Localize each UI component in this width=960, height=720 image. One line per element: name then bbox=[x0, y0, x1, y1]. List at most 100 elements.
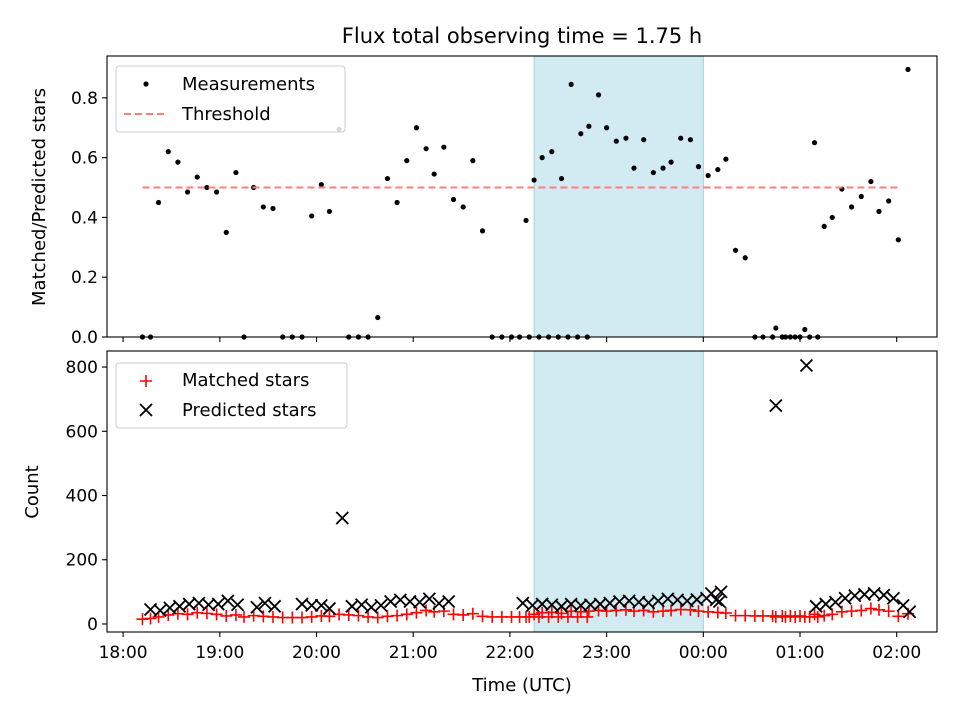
y-tick-label: 800 bbox=[66, 358, 98, 378]
measurement-point bbox=[905, 66, 911, 73]
predicted-stars-point bbox=[413, 595, 427, 609]
measurement-point bbox=[450, 196, 457, 203]
y-tick-label: 0.2 bbox=[71, 268, 98, 288]
measurement-point bbox=[868, 178, 874, 185]
measurement-point bbox=[213, 189, 220, 195]
matched-stars-point bbox=[210, 608, 223, 621]
legend-threshold-label: Threshold bbox=[181, 104, 271, 125]
matched-stars-point bbox=[719, 607, 732, 620]
predicted-stars-point bbox=[322, 601, 337, 616]
measurement-point bbox=[523, 217, 529, 224]
measurement-point bbox=[204, 184, 210, 191]
measurement-point bbox=[723, 156, 729, 162]
count-axis-ticks: 0 200 400 600 800 18:00 19:00 20:00 21:00 22:00 23… bbox=[66, 358, 922, 663]
measurement-point bbox=[687, 137, 694, 143]
measurement-point bbox=[811, 140, 818, 146]
measurement-point bbox=[558, 175, 565, 182]
predicted-stars-point bbox=[153, 603, 167, 618]
matched-stars-point bbox=[144, 612, 157, 625]
ratio-legend-box bbox=[115, 65, 346, 133]
matched-stars-point bbox=[581, 610, 594, 623]
predicted-stars-point bbox=[314, 598, 328, 612]
matched-stars-point bbox=[892, 610, 905, 623]
predicted-stars-point bbox=[709, 593, 723, 607]
y-tick-label: 0.6 bbox=[71, 149, 98, 169]
matched-stars-point bbox=[619, 603, 632, 616]
legend-matched-marker bbox=[140, 375, 152, 387]
predicted-stars-point bbox=[211, 597, 225, 611]
measurement-point bbox=[821, 223, 827, 229]
measurement-point bbox=[631, 165, 637, 171]
matched-stars-point bbox=[237, 610, 250, 623]
matched-stars-point bbox=[864, 602, 877, 615]
matched-stars-point bbox=[528, 608, 541, 621]
ratio-axis-ticks: 0.0 0.2 0.4 0.6 0.8 bbox=[71, 89, 898, 348]
observing-window-span bbox=[533, 55, 704, 338]
matched-stars-point bbox=[457, 608, 470, 621]
matched-stars-point bbox=[200, 607, 213, 620]
count-legend: Matched stars Predicted stars bbox=[115, 362, 348, 429]
x-tick-label: 22:00 bbox=[485, 643, 534, 663]
matched-stars-point bbox=[323, 610, 336, 623]
matched-stars-point bbox=[794, 609, 807, 622]
predicted-stars-point bbox=[355, 598, 369, 612]
matched-stars-point bbox=[400, 608, 413, 621]
count-y-axis-label: Count bbox=[22, 465, 43, 518]
count-axes-frame bbox=[106, 350, 938, 633]
measurement-point bbox=[549, 149, 555, 155]
measurement-point bbox=[660, 165, 666, 171]
y-tick-label: 200 bbox=[66, 551, 98, 571]
matched-stars-point bbox=[520, 610, 533, 623]
measurement-point bbox=[423, 146, 429, 152]
matched-stars-point bbox=[798, 610, 811, 623]
measurement-point bbox=[460, 204, 466, 210]
matched-stars-point bbox=[410, 606, 423, 619]
predicted-stars-point bbox=[305, 598, 319, 612]
predicted-stars-point bbox=[714, 585, 728, 599]
x-tick-label: 21:00 bbox=[389, 643, 438, 663]
matched-stars-point bbox=[229, 608, 242, 621]
matched-stars-point bbox=[220, 609, 233, 622]
ratio-panel: 0.0 0.2 0.4 0.6 0.8 Flux total observing tim… bbox=[29, 24, 938, 348]
observing-window-span bbox=[533, 350, 704, 633]
measurement-point bbox=[578, 131, 584, 137]
x-axis-label: Time (UTC) bbox=[471, 675, 572, 696]
matched-stars-point bbox=[818, 609, 831, 622]
matched-stars-point bbox=[882, 605, 895, 618]
count-legend-box bbox=[115, 362, 348, 429]
measurement-point bbox=[309, 213, 315, 219]
predicted-stars-point bbox=[335, 511, 349, 525]
measurement-point bbox=[413, 125, 420, 131]
predicted-stars-point bbox=[442, 594, 456, 609]
measurement-point bbox=[326, 208, 333, 215]
matched-stars-point bbox=[872, 603, 885, 616]
measurement-point bbox=[858, 193, 864, 200]
measurement-point bbox=[886, 198, 892, 204]
count-panel: 0 200 400 600 800 18:00 19:00 20:00 21:00 22:00 23… bbox=[22, 350, 938, 696]
measurement-point bbox=[668, 159, 674, 165]
matched-stars-point bbox=[555, 607, 568, 620]
y-tick-label: 0.8 bbox=[71, 89, 98, 109]
y-tick-label: 0 bbox=[87, 615, 98, 635]
y-tick-label: 400 bbox=[66, 487, 98, 507]
matched-stars-point bbox=[855, 604, 868, 617]
predicted-stars-point bbox=[250, 600, 264, 614]
matched-stars-point bbox=[371, 611, 384, 624]
measurement-point bbox=[623, 135, 629, 141]
measurement-point bbox=[802, 326, 808, 333]
predicted-stars-point bbox=[258, 596, 272, 610]
measurement-point bbox=[233, 169, 239, 176]
measurement-point bbox=[318, 181, 324, 188]
predicted-stars-point bbox=[221, 594, 235, 608]
measurement-point bbox=[613, 138, 619, 144]
predicted-stars-point bbox=[267, 599, 282, 613]
matched-stars-point bbox=[808, 608, 821, 621]
measurement-point bbox=[260, 204, 266, 210]
predicted-stars-point bbox=[877, 588, 891, 602]
x-tick-label: 00:00 bbox=[679, 643, 728, 663]
measurement-point bbox=[641, 137, 647, 143]
legend-measurements-marker bbox=[143, 81, 149, 87]
measurement-point bbox=[705, 172, 711, 179]
measurement-point bbox=[404, 158, 410, 164]
